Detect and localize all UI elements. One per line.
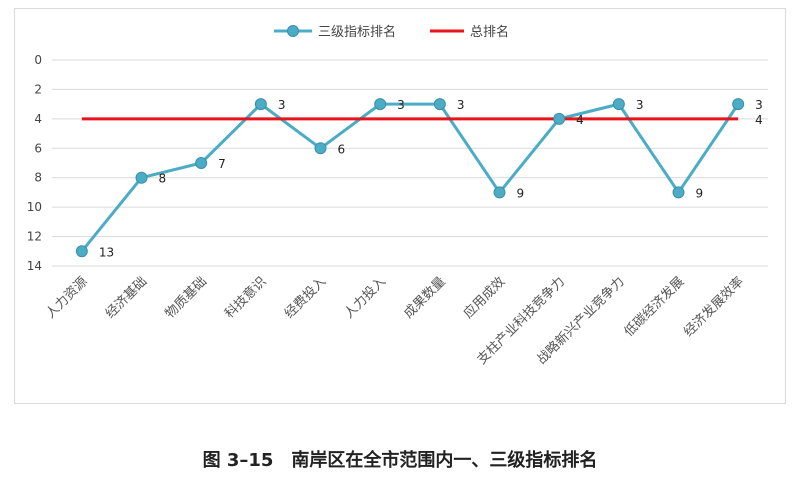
x-category-label: 经济基础: [103, 274, 150, 321]
y-tick-label: 2: [34, 82, 42, 96]
data-point: [314, 142, 327, 155]
x-category-label: 经费投入: [281, 274, 329, 322]
x-category-label: 经济发展效率: [681, 274, 747, 340]
data-label: 7: [218, 157, 226, 171]
data-point: [254, 98, 267, 111]
y-tick-label: 14: [27, 259, 42, 273]
figure-caption: 图 3–15 南岸区在全市范围内一、三级指标排名: [202, 450, 598, 471]
x-category-label: 物质基础: [163, 274, 210, 321]
legend-label-total: 总排名: [470, 24, 509, 40]
data-label: 6: [338, 142, 346, 156]
data-label: 4: [576, 113, 584, 127]
data-point: [672, 186, 685, 199]
data-point: [75, 245, 88, 258]
y-tick-label: 4: [34, 112, 42, 126]
x-category-label: 低碳经济发展: [621, 274, 687, 340]
data-label: 13: [99, 245, 114, 259]
x-category-label: 应用成效: [460, 274, 508, 322]
data-point: [135, 171, 148, 184]
line-chart: 0 2 4 6 8 10 12 14人力资源 经济基础 物质基础 科技意识 经费投入 人力投入 成果数量应…: [27, 24, 768, 368]
data-label: 9: [517, 186, 525, 200]
data-point: [612, 98, 625, 111]
data-label: 3: [397, 98, 405, 112]
y-tick-label: 0: [34, 53, 42, 67]
data-point: [553, 112, 566, 125]
data-point: [732, 98, 745, 111]
data-label: 3: [457, 98, 465, 112]
y-tick-label: 6: [34, 141, 42, 155]
x-category-label: 成果数量: [401, 274, 448, 321]
x-category-label: 人力投入: [341, 274, 389, 322]
legend-marker-rank: [287, 25, 299, 37]
data-label: 9: [696, 186, 704, 200]
y-tick-label: 10: [27, 200, 42, 214]
data-point: [195, 157, 208, 169]
data-point: [433, 98, 446, 111]
chart-frame: [14, 8, 786, 404]
data-point: [374, 98, 387, 111]
data-label: 3: [636, 98, 644, 112]
x-category-label: 科技意识: [222, 274, 270, 322]
y-tick-label: 8: [34, 171, 42, 185]
data-label-total: 4: [755, 113, 763, 127]
data-label: 8: [159, 172, 167, 186]
legend-label-rank: 三级指标排名: [318, 24, 396, 40]
data-label: 3: [278, 98, 286, 112]
data-point: [493, 186, 506, 199]
y-tick-label: 12: [27, 230, 42, 244]
data-label: 3: [755, 98, 763, 112]
x-category-label: 人力资源: [43, 274, 90, 321]
